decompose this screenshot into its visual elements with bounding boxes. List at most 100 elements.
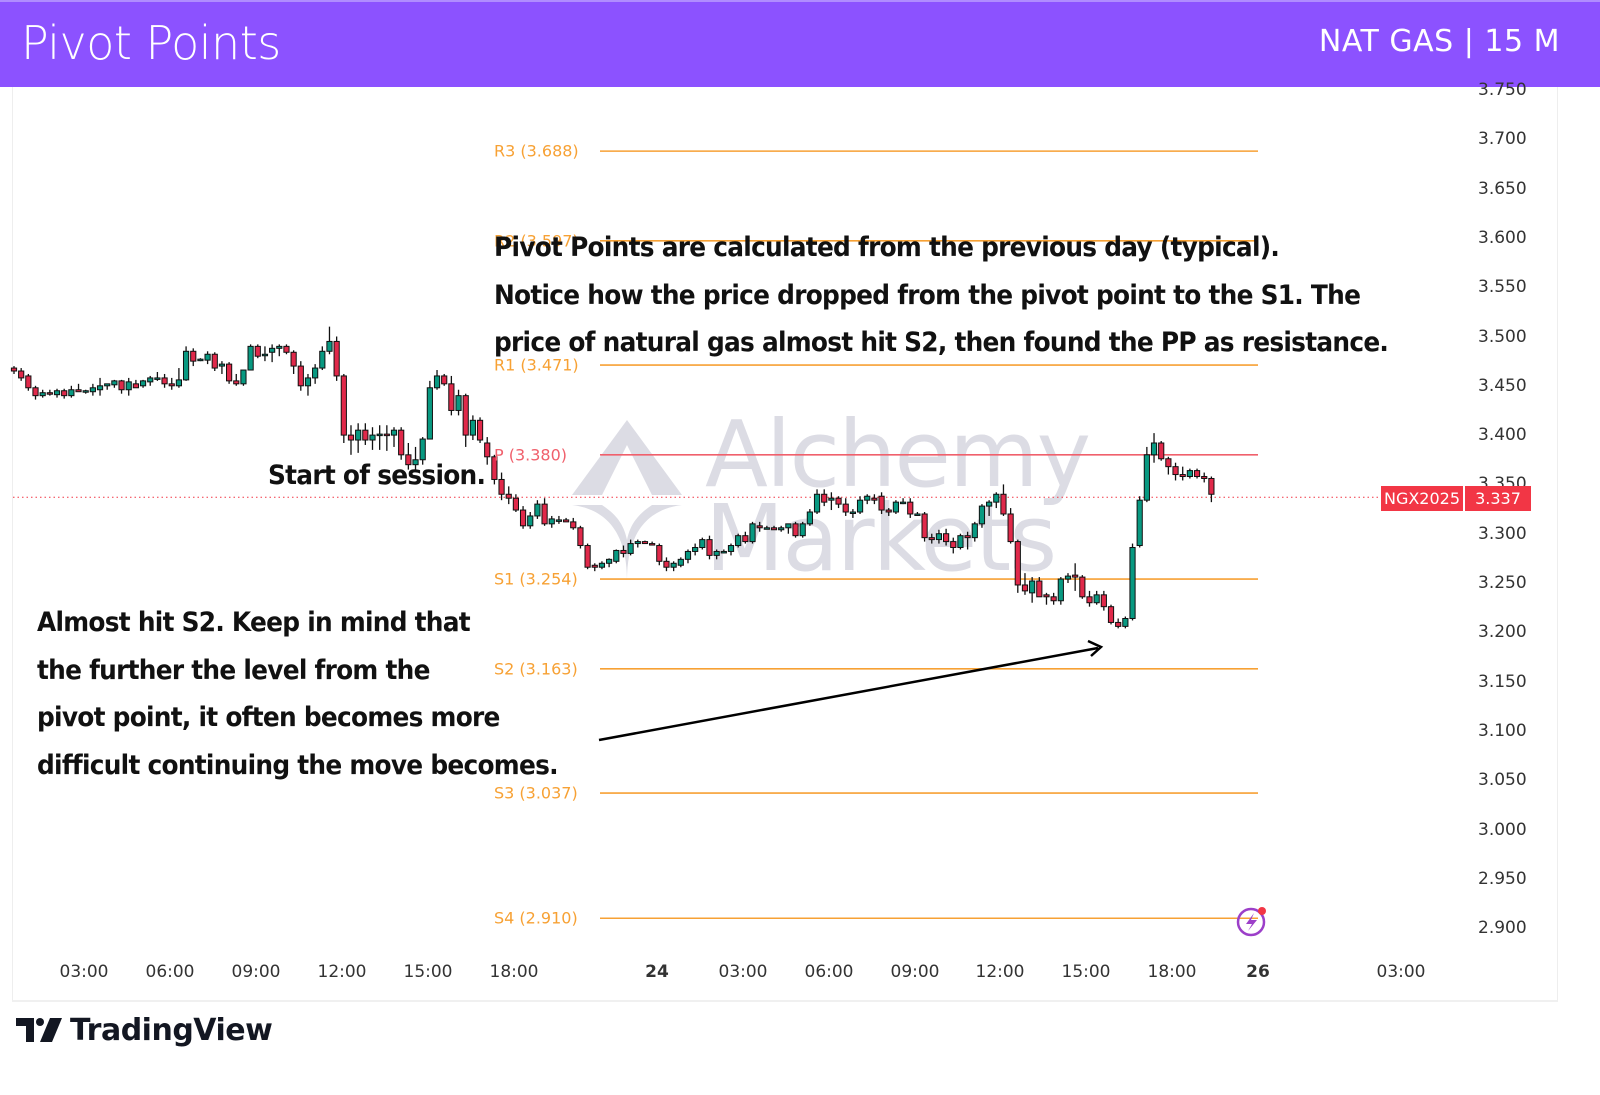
candle [1158,441,1165,461]
chart-frame [12,87,1558,1002]
candle [32,385,39,400]
s2-annotation-line-4: difficult continuing the move becomes. [37,749,559,781]
candle [247,344,254,371]
candle [132,379,139,389]
candle [161,373,168,388]
candle [46,389,53,396]
candle [383,425,390,451]
candle [61,388,68,399]
candle [398,427,405,460]
candle [828,492,835,511]
candle [448,375,455,416]
time-tick: 12:00 [975,962,1025,982]
candle [1029,577,1036,603]
tradingview-wordmark: TradingView [70,1012,273,1048]
price-tick: 3.700 [1478,129,1527,150]
time-tick: 15:00 [403,962,453,982]
candle [921,512,928,542]
candle [240,369,247,386]
candle [727,543,735,556]
candle [620,545,627,558]
candle [993,492,1000,509]
candle [104,383,111,390]
candle [319,346,326,371]
pivot-label-r1: R1 (3.471) [494,355,579,375]
candle [89,383,96,396]
candle [1122,616,1129,629]
price-tick: 3.750 [1478,80,1527,100]
candle [806,509,813,526]
price-tick: 3.150 [1478,671,1527,692]
candle [770,525,778,531]
candle [1036,577,1043,598]
candle [957,533,964,550]
candle [412,446,419,470]
alert-lightning-icon[interactable] [1236,907,1266,937]
time-tick: 09:00 [890,962,940,982]
candle [735,533,742,548]
candle [455,389,462,416]
candle [950,537,957,554]
candle [297,361,304,391]
s2-annotation-line-2: the further the level from the [37,654,430,686]
main-annotation-line-3: price of natural gas almost hit S2, then… [494,327,1389,358]
session-annotation: Start of session. [268,460,486,491]
candle [763,525,770,530]
candle [835,496,842,509]
candle [182,346,190,381]
candle [756,521,763,532]
pivot-label-s3: S3 (3.037) [494,783,578,803]
candle [1093,590,1100,605]
candle [147,375,154,386]
candle [971,521,978,542]
candle [462,393,469,447]
candle [1136,496,1143,548]
candle [634,539,641,548]
candle [498,472,505,501]
candle [943,528,950,546]
candle [10,366,18,374]
candle [598,561,606,570]
candle [39,389,46,398]
s2-annotation-line-1: Almost hit S2. Keep in mind that [37,607,471,638]
alchemy-logo-icon [572,420,682,580]
candle [813,489,821,514]
candle [555,515,563,524]
candle [778,525,785,532]
price-tick: 3.550 [1478,277,1527,298]
candle [1014,539,1021,593]
time-tick: 03:00 [59,962,109,982]
tradingview-logo[interactable]: TradingView [16,1010,273,1050]
candle [534,500,541,519]
candle [577,525,584,549]
candle [842,498,849,516]
candle [1043,592,1050,605]
candle [928,533,935,544]
candle [613,549,620,564]
s2-annotation-line-3: pivot point, it often becomes more [37,702,500,733]
candle [649,541,656,546]
candle [139,379,147,388]
time-tick: 15:00 [1061,962,1111,982]
candle [118,379,125,394]
candle [96,377,104,396]
candle [484,437,491,465]
candle [369,427,376,450]
candle [742,531,749,544]
candle [1079,575,1086,599]
price-tick: 3.100 [1478,720,1527,741]
candle [1072,563,1079,591]
candle [1107,604,1115,625]
price-tick: 2.900 [1478,918,1527,939]
candle [1050,592,1057,605]
candle [1000,484,1007,516]
candle [347,425,355,455]
instrument-timeframe: NAT GAS | 15 M [1318,24,1560,59]
candle [469,415,476,441]
candle [261,346,269,362]
candle [1007,508,1014,544]
candle [856,496,864,514]
time-tick: 18:00 [1147,962,1197,982]
candle [1150,433,1158,463]
